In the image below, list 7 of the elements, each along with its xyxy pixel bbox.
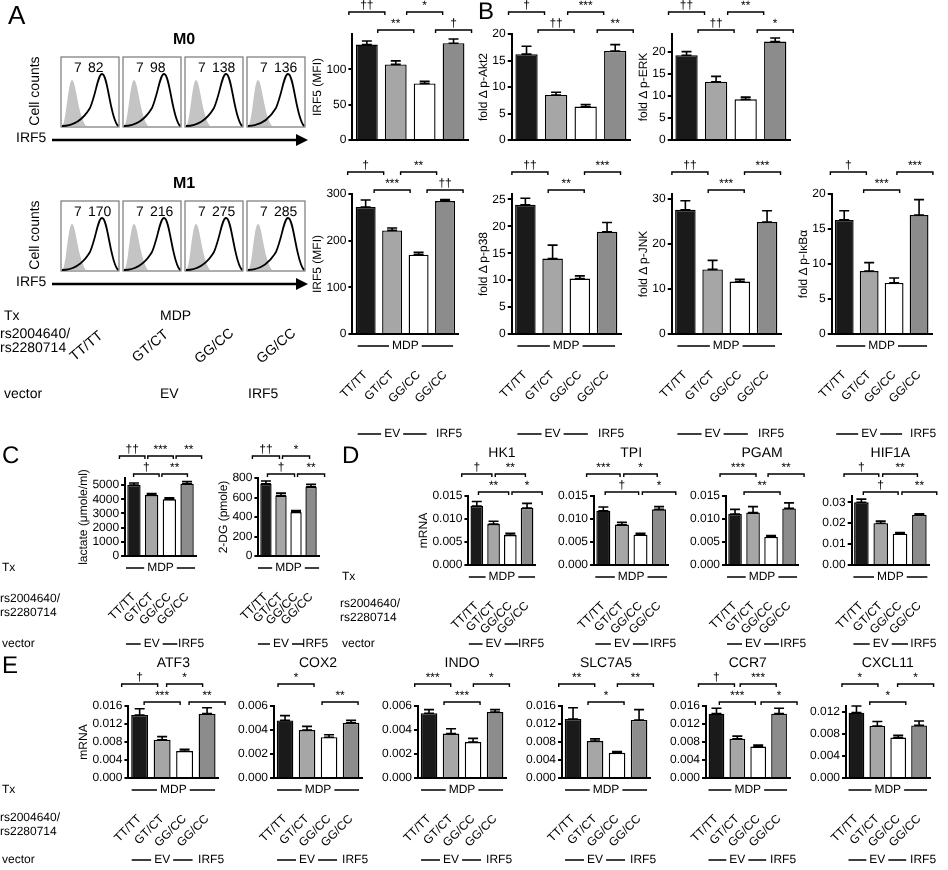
text: B bbox=[478, 0, 495, 25]
text: A bbox=[8, 0, 26, 30]
text: D bbox=[342, 440, 360, 469]
text: M0 bbox=[170, 30, 198, 48]
text: C bbox=[2, 440, 20, 469]
text: M1 bbox=[170, 174, 198, 192]
text: E bbox=[2, 650, 19, 679]
